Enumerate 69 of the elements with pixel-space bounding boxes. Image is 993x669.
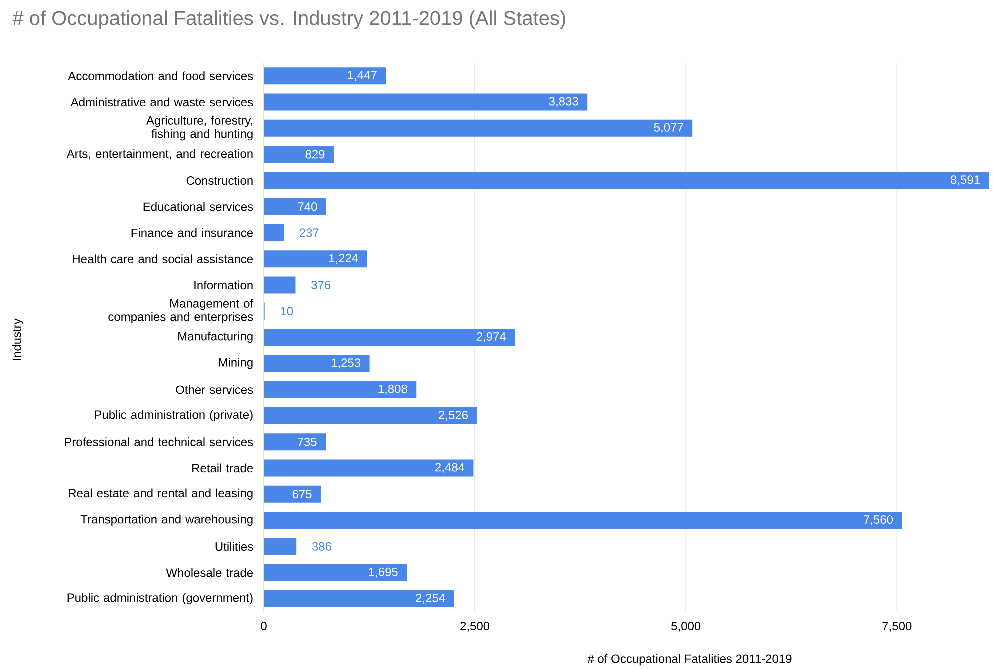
data-label: 386 bbox=[312, 542, 332, 551]
data-label: 1,224 bbox=[330, 254, 358, 264]
bar bbox=[264, 512, 902, 530]
bar bbox=[264, 538, 297, 556]
data-label: 2,974 bbox=[476, 332, 506, 342]
data-label: 1,253 bbox=[332, 358, 361, 369]
bar bbox=[264, 224, 284, 242]
y-tick-label: Professional and technical services bbox=[65, 438, 254, 446]
data-label: 10 bbox=[281, 307, 294, 316]
y-tick-label: Manufacturing bbox=[178, 332, 253, 344]
data-label: 2,254 bbox=[416, 594, 446, 604]
bar bbox=[264, 146, 334, 164]
bar bbox=[264, 564, 408, 582]
data-label: 829 bbox=[306, 150, 325, 159]
bar bbox=[264, 94, 588, 111]
data-label: 237 bbox=[300, 228, 319, 238]
y-tick-label: Public administration (private) bbox=[95, 410, 253, 422]
x-tick-label: 2,500 bbox=[460, 622, 490, 632]
y-tick-label: Educational services bbox=[144, 202, 254, 212]
data-label: 2,484 bbox=[436, 463, 465, 474]
bar bbox=[264, 329, 516, 346]
x-tick-label: 5,000 bbox=[672, 622, 701, 632]
bar bbox=[264, 250, 368, 268]
bar bbox=[264, 276, 296, 294]
data-label: 8,591 bbox=[951, 176, 980, 186]
bar bbox=[264, 120, 693, 137]
bar bbox=[264, 486, 321, 503]
y-tick-label: Administrative and waste services bbox=[70, 98, 254, 107]
bar bbox=[264, 172, 990, 190]
data-label: 2,526 bbox=[439, 410, 468, 421]
y-axis-title: Industry bbox=[12, 318, 24, 360]
data-label: 1,808 bbox=[378, 384, 408, 395]
bar bbox=[264, 434, 326, 451]
data-label: 5,077 bbox=[654, 123, 684, 134]
data-label: 675 bbox=[292, 490, 312, 499]
bar bbox=[264, 590, 454, 608]
x-tick-label: 0 bbox=[261, 622, 267, 631]
data-label: 1,447 bbox=[348, 71, 377, 81]
y-tick-label: Finance and insurance bbox=[132, 228, 254, 238]
data-label: 740 bbox=[298, 202, 318, 212]
x-axis-title: # of Occupational Fatalities 2011-2019 bbox=[588, 654, 792, 666]
bar bbox=[264, 407, 478, 424]
y-tick-label: Retail trade bbox=[192, 464, 254, 473]
bar bbox=[264, 198, 326, 216]
bar bbox=[264, 381, 417, 398]
x-tick-label: 7,500 bbox=[882, 622, 912, 632]
data-label: 735 bbox=[298, 438, 317, 446]
bar bbox=[264, 355, 370, 372]
y-tick-label: Public administration (government) bbox=[68, 593, 253, 605]
data-label: 7,560 bbox=[864, 516, 894, 526]
y-tick-label: Real estate and rental and leasing bbox=[69, 488, 253, 500]
y-tick-label: Wholesale trade bbox=[166, 568, 254, 578]
bar bbox=[264, 68, 386, 85]
y-tick-label: Health care and social assistance bbox=[73, 254, 254, 264]
y-tick-label: Utilities bbox=[216, 542, 254, 552]
y-tick-label: Mining bbox=[219, 358, 253, 370]
chart-title: # of Occupational Fatalities vs. Industry 2011-2019 (All States) bbox=[12, 10, 566, 30]
y-tick-label: Management of companies and enterprises bbox=[108, 299, 254, 324]
y-tick-label: Agriculture, forestry, fishing and hunting bbox=[146, 116, 253, 141]
y-tick-label: Information bbox=[194, 280, 253, 290]
data-label: 376 bbox=[312, 280, 331, 290]
y-tick-label: Other services bbox=[176, 385, 254, 394]
y-tick-label: Accommodation and food services bbox=[68, 72, 254, 80]
bar bbox=[264, 460, 474, 477]
data-label: 1,695 bbox=[369, 568, 398, 578]
y-tick-label: Construction bbox=[186, 176, 253, 186]
y-tick-label: Arts, entertainment, and recreation bbox=[66, 149, 253, 160]
data-label: 3,833 bbox=[549, 97, 578, 108]
y-tick-label: Transportation and warehousing bbox=[80, 514, 253, 526]
